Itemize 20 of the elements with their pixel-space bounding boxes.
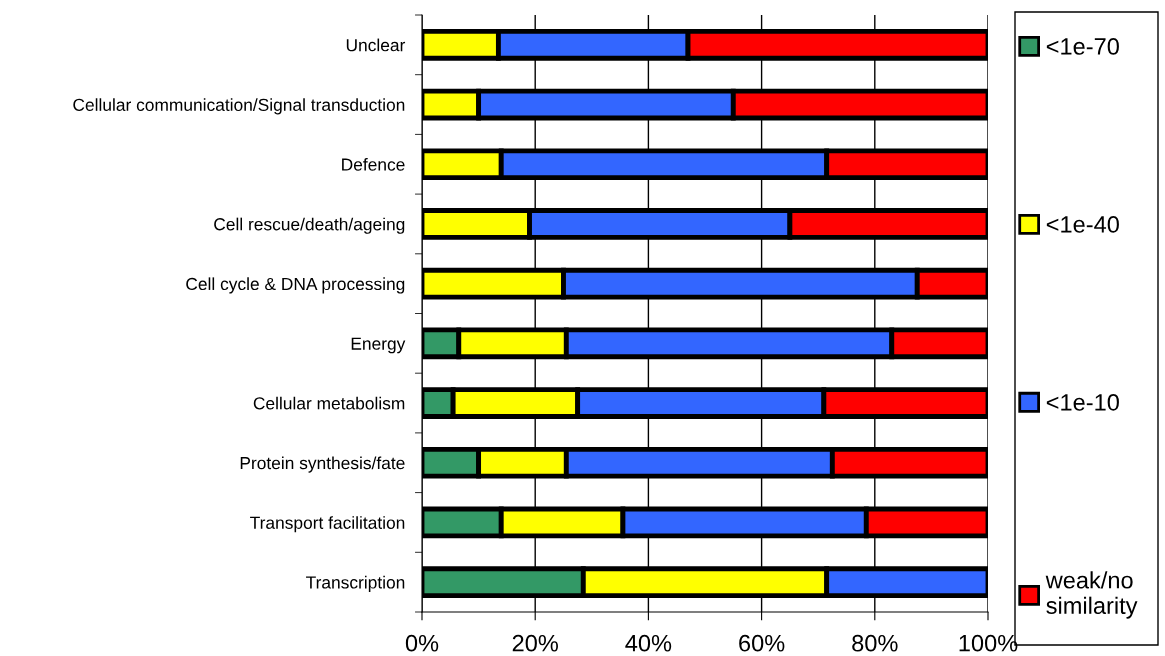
x-tick-label: 60% — [739, 634, 785, 652]
x-tick-label: 40% — [625, 634, 672, 652]
x-tick-label: 20% — [512, 634, 558, 652]
y-tick-label: Cellular communication/Signal transduction — [73, 98, 405, 115]
x-tick-label: 0% — [405, 634, 439, 652]
x-tick-label: 100% — [959, 634, 1018, 652]
y-tick-label: Cellular metabolism — [253, 396, 405, 410]
y-tick-label: Defence — [342, 157, 405, 171]
legend-label: weak/no similarity — [1045, 571, 1138, 619]
y-tick-label: Transcription — [306, 575, 405, 593]
y-tick-label: Transport facilitation — [250, 516, 405, 533]
y-tick-label: Cell cycle & DNA processing — [186, 277, 405, 294]
y-tick-label: Protein synthesis/fate — [240, 456, 405, 473]
y-tick-label: Unclear — [346, 38, 406, 52]
legend-label: <1e-10 — [1046, 394, 1119, 411]
x-tick-label: 80% — [852, 634, 898, 652]
legend-label: <1e-40 — [1046, 216, 1119, 233]
legend-label: <1e-70 — [1046, 38, 1119, 55]
y-tick-label: Energy — [351, 337, 406, 354]
y-tick-label: Cell rescue/death/ageing — [214, 217, 405, 234]
